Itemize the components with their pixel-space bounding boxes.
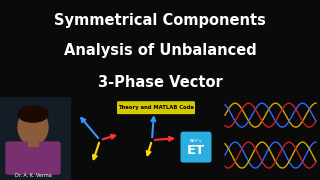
Text: Theory and MATLAB Code: Theory and MATLAB Code xyxy=(118,105,194,110)
Text: Analysis of Unbalanced: Analysis of Unbalanced xyxy=(64,43,256,58)
Text: Dr. A. K. Verma: Dr. A. K. Verma xyxy=(15,173,52,178)
Text: Symmetrical Components: Symmetrical Components xyxy=(54,13,266,28)
FancyBboxPatch shape xyxy=(117,101,195,114)
Ellipse shape xyxy=(18,109,48,145)
Text: 3-Phase Vector: 3-Phase Vector xyxy=(98,75,222,90)
Bar xyxy=(28,136,38,146)
Bar xyxy=(0,97,70,180)
FancyBboxPatch shape xyxy=(180,132,212,163)
FancyBboxPatch shape xyxy=(6,142,60,174)
Text: AKV's: AKV's xyxy=(190,139,202,143)
Ellipse shape xyxy=(18,106,48,122)
Text: ET: ET xyxy=(187,144,205,157)
